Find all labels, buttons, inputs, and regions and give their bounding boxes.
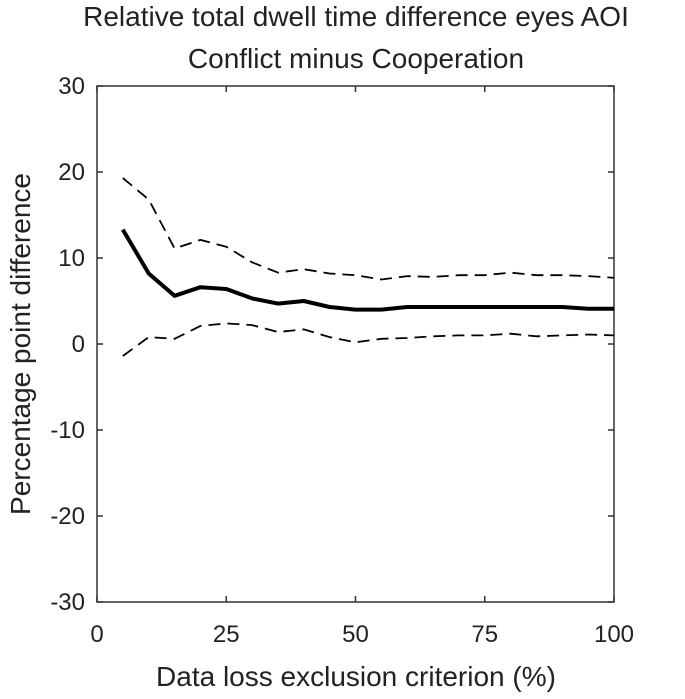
- y-axis-ticks: -30 -20 -10 0 10 20 30: [50, 73, 614, 616]
- x-tick-label: 0: [90, 621, 103, 648]
- lower-bound-line: [122, 322, 615, 357]
- y-tick-label: -10: [50, 417, 85, 444]
- upper-bound-line: [122, 177, 615, 281]
- x-axis-label: Data loss exclusion criterion (%): [156, 661, 556, 692]
- y-tick-label: 30: [58, 73, 85, 100]
- y-tick-label: 0: [72, 331, 85, 358]
- chart-subtitle: Conflict minus Cooperation: [188, 43, 524, 74]
- y-tick-label: -20: [50, 503, 85, 530]
- chart-title: Relative total dwell time difference eye…: [83, 1, 629, 32]
- x-tick-label: 25: [213, 621, 240, 648]
- x-tick-label: 50: [342, 621, 369, 648]
- y-tick-label: 10: [58, 245, 85, 272]
- x-axis-ticks: 0 25 50 75 100: [90, 86, 634, 648]
- y-tick-label: -30: [50, 589, 85, 616]
- estimate-line: [121, 228, 614, 312]
- y-tick-label: 20: [58, 159, 85, 186]
- y-axis-label: Percentage point difference: [5, 173, 36, 515]
- x-tick-label: 100: [594, 621, 634, 648]
- plot-area-frame: [96, 85, 615, 603]
- series-layer: [121, 177, 615, 357]
- x-tick-label: 75: [471, 621, 498, 648]
